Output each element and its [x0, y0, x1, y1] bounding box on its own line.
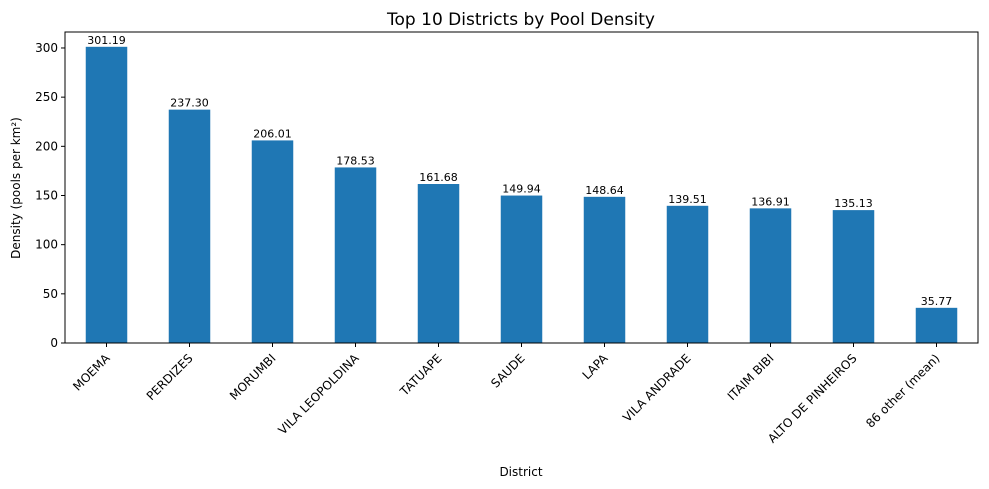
y-tick-label: 250: [35, 90, 58, 104]
bar: [334, 167, 377, 343]
x-tick-label: MOEMA: [70, 351, 113, 394]
data-label: 149.94: [502, 183, 541, 196]
data-label: 135.13: [834, 197, 873, 210]
y-tick-label: 0: [50, 336, 58, 350]
data-label: 206.01: [253, 127, 292, 140]
data-label: 136.91: [751, 195, 790, 208]
chart-title: Top 10 Districts by Pool Density: [386, 10, 655, 30]
data-label: 161.68: [419, 171, 458, 184]
data-label: 35.77: [921, 295, 953, 308]
x-tick-label: LAPA: [580, 351, 612, 383]
x-axis-label: District: [499, 465, 542, 479]
data-label: 178.53: [336, 154, 375, 167]
x-tick-label: PERDIZES: [144, 351, 196, 403]
x-tick-label: VILA ANDRADE: [620, 351, 694, 425]
x-tick-label: SAUDE: [488, 351, 527, 390]
data-label: 301.19: [87, 34, 126, 47]
data-label: 237.30: [170, 97, 209, 110]
y-axis-label: Density (pools per km²): [9, 117, 23, 259]
bar: [417, 184, 460, 343]
bar: [251, 140, 294, 343]
y-tick-label: 100: [35, 238, 58, 252]
data-label: 148.64: [585, 184, 624, 197]
x-tick-label: TATUAPE: [397, 351, 445, 399]
y-tick-label: 150: [35, 188, 58, 202]
bar: [666, 205, 709, 343]
data-label: 139.51: [668, 193, 707, 206]
x-tick-label: ALTO DE PINHEIROS: [765, 351, 860, 446]
bar: [85, 46, 128, 343]
x-tick-label: MORUMBI: [227, 351, 279, 403]
bar: [168, 109, 211, 343]
x-tick-label: ITAIM BIBI: [725, 351, 777, 403]
y-tick-label: 300: [35, 41, 58, 55]
bar: [832, 210, 875, 343]
bar: [583, 196, 626, 343]
y-tick-label: 50: [43, 287, 58, 301]
x-tick-label: VILA LEOPOLDINA: [276, 351, 363, 438]
x-tick-label: 86 other (mean): [863, 351, 942, 430]
bar: [500, 195, 543, 343]
plot-frame: [64, 31, 979, 344]
y-tick-label: 200: [35, 139, 58, 153]
bars-group: 301.19 237.30 206.01 178.53 161.68 149.94 148.…: [85, 34, 958, 343]
y-axis: 0 50 100 150 200 250 300: [35, 41, 65, 350]
bar: [749, 208, 792, 343]
bar: [915, 307, 958, 343]
